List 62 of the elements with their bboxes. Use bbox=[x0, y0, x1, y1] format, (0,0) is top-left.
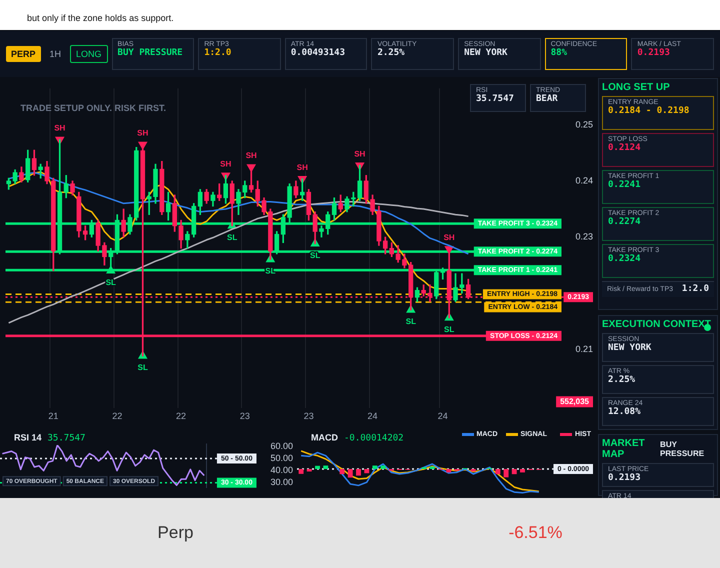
text: BUY PRESSURE bbox=[660, 440, 706, 458]
x-tick-label: 22 bbox=[112, 411, 122, 422]
y-tick-label: 40.00 bbox=[270, 465, 293, 476]
text: 0.2241 bbox=[608, 180, 641, 190]
data-label: SH bbox=[246, 151, 258, 160]
text: Perp bbox=[156, 522, 194, 544]
x-tick-label: 24 bbox=[438, 411, 448, 422]
text: 0.2274 bbox=[608, 217, 641, 227]
text: 12.08% bbox=[608, 407, 641, 417]
text: 0.2193 bbox=[637, 48, 670, 58]
text: -6.51% bbox=[508, 522, 564, 544]
data-label: SL bbox=[444, 325, 454, 334]
x-tick-label: 23 bbox=[304, 411, 314, 422]
chart-subtitle: 35.7547 bbox=[48, 433, 86, 444]
x-tick-label: 22 bbox=[176, 411, 186, 422]
data-label: SL bbox=[106, 278, 116, 287]
y-tick-label: 0.23 bbox=[575, 232, 593, 242]
text: 1:2.0 bbox=[204, 48, 232, 58]
text: LONG SET UP bbox=[602, 82, 670, 93]
y-tick-label: 0.25 bbox=[575, 119, 593, 130]
text: 552,035 bbox=[560, 396, 590, 406]
data-label: SH bbox=[220, 160, 232, 169]
chart-subtitle: -0.00014202 bbox=[344, 433, 404, 444]
data-label: SL bbox=[310, 251, 320, 260]
text: 88% bbox=[550, 48, 568, 58]
chart-title: RSI 14 bbox=[14, 432, 42, 442]
x-tick-label: 23 bbox=[240, 411, 250, 422]
x-tick-label: 24 bbox=[368, 411, 378, 422]
data-label: SH bbox=[296, 162, 308, 172]
data-label: SL bbox=[138, 363, 148, 372]
data-label: SH bbox=[54, 124, 66, 133]
text: 2.25% bbox=[608, 375, 636, 385]
text: BUY PRESSURE bbox=[118, 48, 183, 58]
text: 35.7547 bbox=[476, 94, 514, 104]
text: NEW YORK bbox=[608, 343, 652, 353]
data-label: SH bbox=[444, 233, 455, 242]
text: 0.2193 bbox=[608, 473, 641, 483]
text: PERP bbox=[6, 46, 41, 62]
text: LONG bbox=[70, 45, 108, 63]
data-label: SH bbox=[137, 128, 149, 138]
data-label: SH bbox=[354, 149, 366, 158]
text: 2.25% bbox=[377, 48, 405, 58]
y-tick-label: 30.00 bbox=[270, 477, 293, 488]
text: MARKET MAP bbox=[602, 438, 646, 460]
text: 1:2.0 bbox=[682, 284, 709, 294]
data-label: SL bbox=[406, 317, 416, 326]
text: 0.00493143 bbox=[290, 48, 346, 58]
text: 0.2324 bbox=[608, 254, 641, 264]
y-tick-label: 0.21 bbox=[575, 344, 593, 354]
y-tick-label: 50.00 bbox=[270, 453, 293, 464]
chart-title: MACD bbox=[311, 432, 338, 442]
x-tick-label: 21 bbox=[48, 411, 58, 422]
text: 0.2184 - 0.2198 bbox=[608, 106, 690, 116]
text: BEAR bbox=[536, 94, 558, 104]
data-label: SL bbox=[226, 233, 238, 242]
text: but only if the zone holds as support. bbox=[26, 12, 175, 25]
y-tick-label: 0.24 bbox=[575, 175, 593, 186]
text: 0.2124 bbox=[608, 143, 641, 153]
annotation: TRADE SETUP ONLY. RISK FIRST. bbox=[20, 102, 166, 113]
text: 1H bbox=[48, 48, 62, 61]
y-tick-label: 60.00 bbox=[270, 440, 293, 451]
text: NEW YORK bbox=[464, 48, 508, 58]
